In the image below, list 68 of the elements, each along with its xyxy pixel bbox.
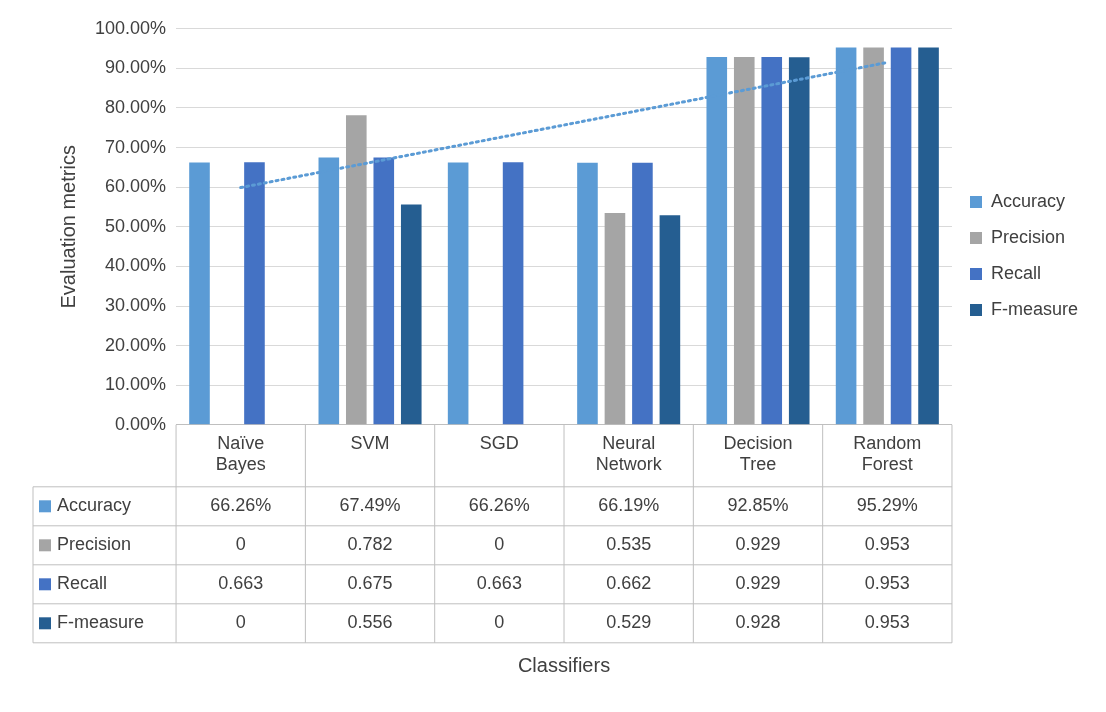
- y-tick-label: 80.00%: [105, 96, 167, 117]
- data-label: 95.29%: [856, 495, 918, 516]
- data-label: 0: [235, 534, 246, 555]
- data-label: 0: [494, 612, 505, 633]
- y-axis-title: Evaluation metrics: [56, 145, 79, 309]
- y-tick-label: 20.00%: [105, 334, 167, 355]
- text: Accuracy: [990, 190, 1066, 211]
- legend-label: Accuracy: [57, 495, 132, 516]
- data-label: 66.26%: [210, 495, 272, 516]
- data-label: 0.929: [735, 534, 781, 555]
- data-label: 0.675: [347, 573, 393, 594]
- bar: [863, 47, 884, 425]
- y-tick-label: 50.00%: [105, 215, 167, 236]
- bar: [659, 215, 681, 425]
- data-label: 92.85%: [727, 495, 789, 516]
- data-label: 0.782: [347, 534, 393, 555]
- data-label: 0.662: [606, 573, 652, 594]
- bar: [577, 162, 598, 425]
- y-tick-label: 40.00%: [105, 255, 167, 276]
- bar: [604, 212, 626, 425]
- bar: [761, 56, 783, 425]
- x-tick-label: SGD: [479, 432, 519, 453]
- data-label: 0.529: [606, 612, 652, 633]
- x-tick-label: Neural Network: [595, 432, 663, 475]
- data-label: 0.556: [347, 612, 393, 633]
- bar: [447, 162, 469, 425]
- bar: [189, 162, 210, 425]
- data-label: 0.663: [218, 573, 264, 594]
- legend-label: Recall: [990, 262, 1042, 283]
- y-tick-label: 90.00%: [105, 57, 167, 78]
- data-label: 0: [494, 534, 505, 555]
- y-tick-label: 30.00%: [105, 294, 167, 315]
- data-label: 0.953: [864, 612, 910, 633]
- y-tick-label: 0.00%: [115, 413, 167, 434]
- data-label: 0: [235, 612, 246, 633]
- bar: [733, 56, 755, 425]
- x-tick-label: SVM: [350, 432, 390, 453]
- x-tick-label: Random Forest: [853, 432, 922, 475]
- data-label: 0.953: [864, 573, 910, 594]
- bar: [788, 57, 810, 425]
- y-tick-label: 60.00%: [105, 176, 167, 197]
- legend-label: F-measure: [990, 298, 1079, 319]
- data-label: 0.928: [735, 612, 781, 633]
- bar: [345, 115, 367, 425]
- y-tick-label: 100.00%: [95, 17, 167, 38]
- text: Classifiers: [517, 654, 611, 677]
- data-label: 0.929: [735, 573, 781, 594]
- data-label: 66.19%: [598, 495, 660, 516]
- bar: [502, 162, 524, 425]
- bar: [632, 162, 653, 425]
- bar: [373, 157, 395, 425]
- data-label: 0.535: [606, 534, 652, 555]
- x-tick-label: Decision Tree: [723, 432, 793, 475]
- y-tick-label: 10.00%: [105, 374, 167, 395]
- text: Recall: [57, 573, 108, 594]
- bar: [400, 204, 422, 425]
- bar: [890, 47, 912, 425]
- x-tick-label: Naïve Bayes: [215, 432, 266, 475]
- data-label: 67.49%: [339, 495, 401, 516]
- bar: [918, 47, 939, 425]
- data-label: 66.26%: [468, 495, 530, 516]
- text: F-measure: [57, 612, 145, 633]
- data-label: 0.953: [864, 534, 910, 555]
- data-label: 0.663: [476, 573, 522, 594]
- legend-label: Precision: [990, 226, 1066, 247]
- text: Precision: [57, 534, 132, 555]
- y-tick-label: 70.00%: [105, 136, 167, 157]
- bar: [244, 162, 265, 425]
